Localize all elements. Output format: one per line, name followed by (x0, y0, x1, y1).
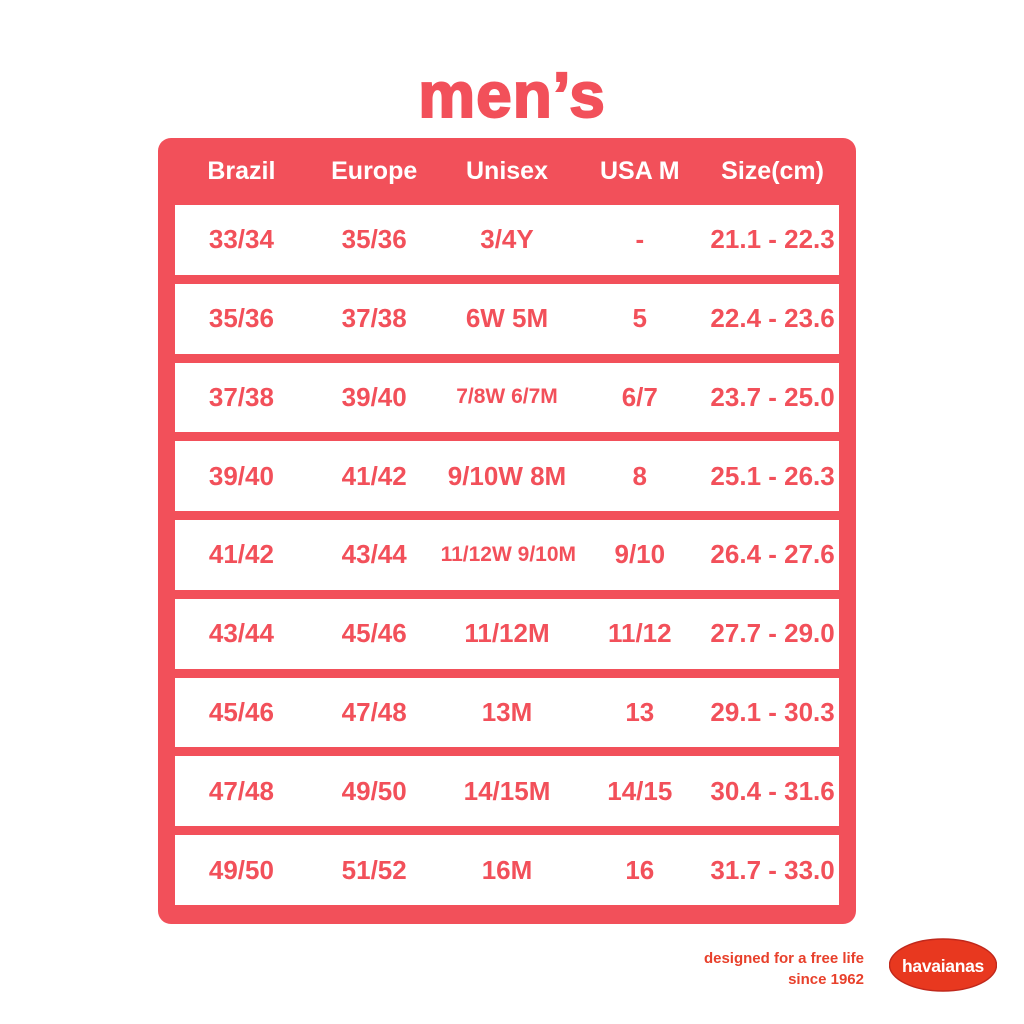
svg-text:havaianas: havaianas (902, 956, 985, 976)
